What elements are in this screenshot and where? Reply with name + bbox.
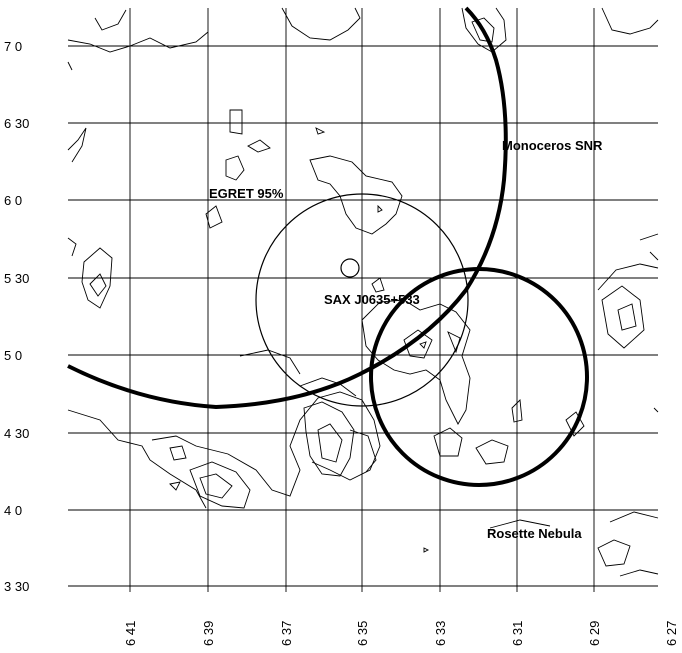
x-tick-label: 6 29 [587, 621, 602, 646]
coordinate-grid [68, 8, 658, 592]
x-tick-label: 6 39 [201, 621, 216, 646]
contour [189, 461, 251, 509]
contour [317, 423, 343, 463]
contour [299, 377, 357, 397]
x-tick-label: 6 41 [123, 621, 138, 646]
contour [349, 429, 377, 473]
contour [169, 445, 187, 461]
contour [653, 407, 659, 413]
x-tick-label: 6 37 [279, 621, 294, 646]
y-tick-label: 5 0 [4, 348, 22, 363]
contour [511, 399, 523, 423]
contour [617, 303, 637, 331]
contour [423, 547, 430, 553]
contour [67, 61, 73, 71]
contour [67, 31, 209, 53]
contour [67, 237, 77, 257]
contour [433, 427, 463, 457]
y-tick-label: 6 0 [4, 193, 22, 208]
contour [609, 511, 659, 523]
contour [361, 299, 471, 425]
monoceros-snr-shell [67, 6, 508, 410]
y-axis-labels: 7 0 6 30 6 0 5 30 5 0 4 30 4 0 3 30 [4, 39, 29, 594]
rosette-label: Rosette Nebula [487, 526, 582, 541]
x-tick-label: 6 33 [433, 621, 448, 646]
contour [639, 233, 659, 241]
egret-error-circle [255, 193, 469, 407]
contour [403, 329, 433, 359]
y-tick-label: 4 0 [4, 503, 22, 518]
contour [229, 109, 243, 135]
contour [199, 473, 233, 499]
y-tick-label: 3 30 [4, 579, 29, 594]
contour [601, 285, 645, 349]
contour [303, 401, 355, 477]
contour [67, 409, 207, 509]
intensity-contours [67, 7, 659, 577]
contour [597, 263, 659, 291]
contour [81, 247, 113, 309]
contour [239, 349, 301, 375]
contour [67, 127, 87, 163]
contour [281, 7, 361, 41]
y-tick-label: 4 30 [4, 426, 29, 441]
contour [419, 341, 427, 349]
contour [475, 439, 509, 465]
y-tick-label: 6 30 [4, 116, 29, 131]
y-tick-label: 7 0 [4, 39, 22, 54]
y-tick-label: 5 30 [4, 271, 29, 286]
contour [169, 481, 181, 491]
rosette-nebula-shell [369, 267, 589, 487]
x-tick-label: 6 27 [664, 621, 679, 646]
x-tick-label: 6 35 [355, 621, 370, 646]
contour [377, 204, 383, 213]
egret-label: EGRET 95% [209, 186, 284, 201]
contour [601, 7, 659, 35]
sax-source-marker [340, 258, 360, 278]
contour [89, 273, 107, 297]
contour [371, 277, 385, 293]
monoceros-label: Monoceros SNR [502, 138, 603, 153]
contour [151, 391, 381, 497]
contour [471, 17, 495, 43]
contour [489, 519, 551, 529]
contour [94, 9, 127, 31]
sax-label: SAX J0635+533 [324, 292, 420, 307]
contour [205, 205, 223, 229]
contour [225, 155, 245, 181]
contour [447, 331, 461, 354]
contour [597, 539, 631, 567]
contour [309, 155, 403, 235]
contour [619, 569, 659, 577]
contour [247, 139, 271, 153]
contour [649, 251, 659, 261]
contour [315, 127, 326, 135]
x-axis-labels: 6 41 6 39 6 37 6 35 6 33 6 31 6 29 6 27 [123, 621, 679, 646]
x-tick-label: 6 31 [510, 621, 525, 646]
